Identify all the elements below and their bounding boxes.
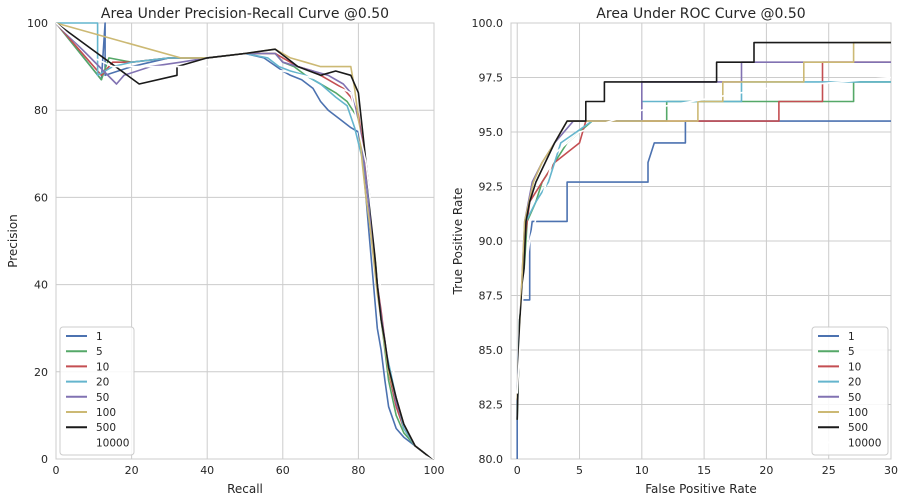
pr-x-tick-label: 60	[276, 464, 290, 477]
roc-x-tick-label: 5	[576, 464, 583, 477]
pr-series-line-1	[55, 22, 435, 460]
pr-chart-title: Area Under Precision-Recall Curve @0.50	[101, 6, 389, 22]
pr-legend-label-1: 1	[96, 331, 103, 343]
pr-curve-panel: Area Under Precision-Recall Curve @0.50 …	[6, 6, 445, 496]
pr-legend-label-500: 500	[96, 422, 116, 434]
roc-legend-box	[811, 326, 889, 456]
roc-y-tick-label: 80.0	[479, 453, 504, 466]
roc-x-tick-label: 25	[822, 464, 836, 477]
pr-y-tick-label: 80	[34, 104, 48, 117]
pr-series-line-500	[55, 22, 435, 460]
roc-y-ticks: 80.0 82.5 85.0 87.5 90.0 92.5 95.0 97.5 100.0	[472, 17, 504, 466]
pr-x-ticks: 0 20 40 60 80 100	[53, 464, 445, 477]
roc-legend-label-10: 10	[848, 361, 861, 373]
pr-series-line-10000	[55, 22, 435, 460]
roc-x-tick-label: 0	[514, 464, 521, 477]
pr-y-tick-label: 0	[41, 453, 48, 466]
roc-chart-title: Area Under ROC Curve @0.50	[596, 6, 805, 22]
pr-gridlines	[55, 22, 435, 460]
roc-x-ticks: 0 5 10 15 20 25 30	[514, 464, 898, 477]
pr-series-lines	[55, 22, 435, 460]
pr-legend-label-10000: 10000	[96, 437, 129, 449]
pr-y-axis-label: Precision	[6, 214, 20, 268]
pr-x-axis-label: Recall	[227, 482, 263, 496]
pr-x-tick-label: 100	[424, 464, 445, 477]
pr-legend-box	[59, 326, 135, 456]
pr-x-tick-label: 80	[351, 464, 365, 477]
roc-series-lines	[516, 41, 892, 459]
pr-y-ticks: 0 20 40 60 80 100	[27, 17, 48, 466]
roc-x-tick-label: 20	[759, 464, 773, 477]
roc-y-tick-label: 97.5	[479, 72, 504, 85]
roc-legend-label-500: 500	[848, 422, 868, 434]
roc-y-axis-label: True Positive Rate	[451, 188, 465, 296]
roc-y-tick-label: 85.0	[479, 344, 504, 357]
roc-legend-label-1: 1	[848, 331, 855, 343]
roc-x-axis-label: False Positive Rate	[645, 482, 757, 496]
roc-y-tick-label: 95.0	[479, 126, 504, 139]
pr-y-tick-label: 100	[27, 17, 48, 30]
pr-y-tick-label: 20	[34, 366, 48, 379]
pr-legend-label-20: 20	[96, 377, 109, 389]
roc-y-tick-label: 92.5	[479, 181, 504, 194]
pr-x-tick-label: 20	[125, 464, 139, 477]
roc-x-tick-label: 10	[635, 464, 649, 477]
pr-y-tick-label: 60	[34, 191, 48, 204]
roc-legend-label-100: 100	[848, 407, 868, 419]
roc-series-line-10000	[516, 76, 892, 394]
roc-legend-label-50: 50	[848, 392, 861, 404]
roc-legend-label-5: 5	[848, 346, 855, 358]
roc-series-line-500	[516, 41, 891, 420]
pr-legend-label-5: 5	[96, 346, 103, 358]
pr-x-tick-label: 40	[200, 464, 214, 477]
roc-x-tick-label: 15	[697, 464, 711, 477]
roc-y-tick-label: 82.5	[479, 399, 504, 412]
roc-y-tick-label: 100.0	[472, 17, 504, 30]
roc-y-tick-label: 90.0	[479, 235, 504, 248]
pr-legend-label-50: 50	[96, 392, 109, 404]
pr-legend: 1 5 10 20 50 100 500 10000	[59, 326, 135, 456]
roc-legend-label-20: 20	[848, 377, 861, 389]
roc-legend: 1 5 10 20 50 100 500 10000	[811, 326, 889, 456]
roc-legend-label-10000: 10000	[848, 437, 881, 449]
roc-y-tick-label: 87.5	[479, 290, 504, 303]
roc-curve-panel: Area Under ROC Curve @0.50 0 5 10 15 20 25 30 …	[451, 6, 898, 496]
pr-x-tick-label: 0	[53, 464, 60, 477]
roc-x-tick-label: 30	[884, 464, 898, 477]
pr-legend-label-10: 10	[96, 361, 109, 373]
pr-y-tick-label: 40	[34, 279, 48, 292]
pr-legend-label-100: 100	[96, 407, 116, 419]
